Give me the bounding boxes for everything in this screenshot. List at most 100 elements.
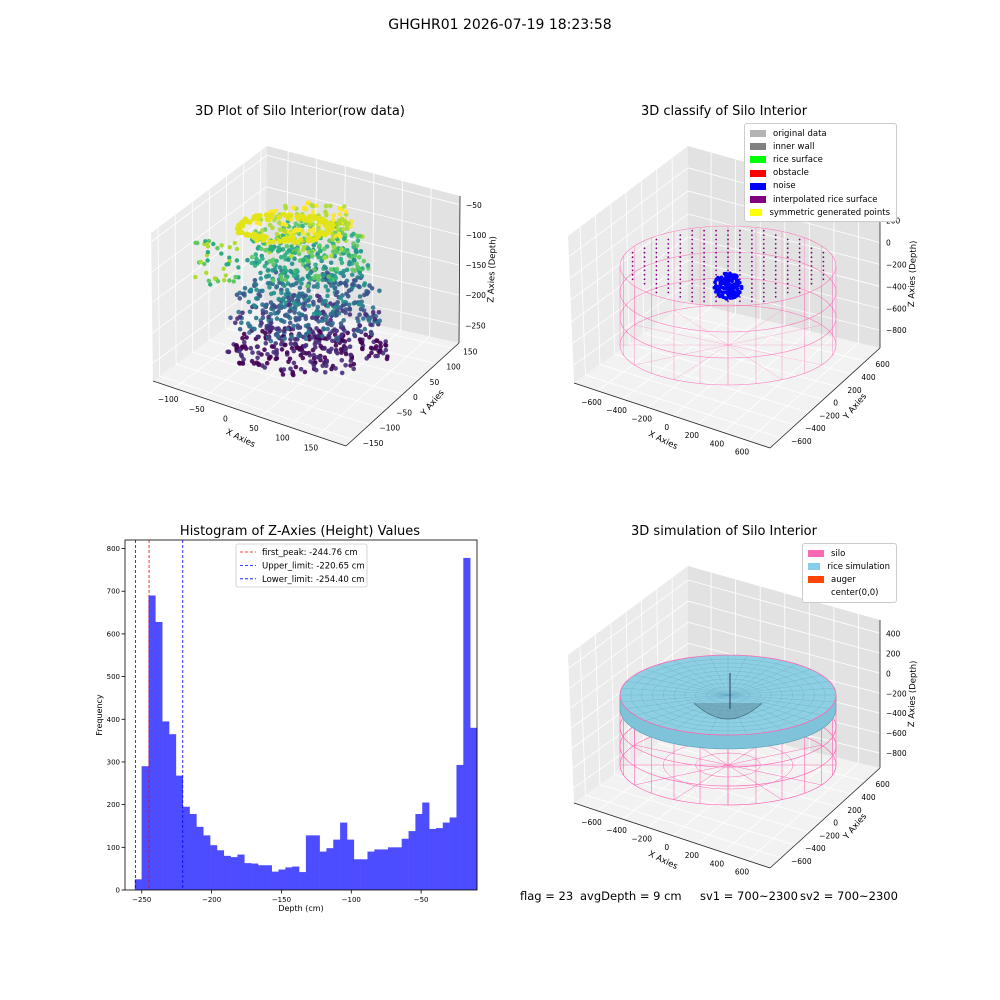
silo-floor-spoke — [634, 764, 729, 786]
z-tick-label: −400 — [886, 709, 907, 718]
surface-point — [667, 265, 670, 267]
noise-point — [732, 290, 736, 295]
z-tick-label: 0 — [886, 669, 891, 678]
rice-mesh-spoke — [634, 694, 729, 716]
scatter-point — [322, 255, 328, 260]
scatter-point — [326, 334, 332, 340]
surface-point — [798, 287, 801, 289]
scatter-point — [325, 293, 330, 299]
grid-line-z — [573, 282, 881, 366]
surface-point — [679, 269, 682, 272]
rice-mesh-spoke — [727, 694, 830, 709]
scatter-point — [271, 262, 276, 267]
scatter-point — [361, 316, 366, 321]
rice-mesh-spoke — [621, 694, 729, 703]
scatter-point — [245, 321, 251, 326]
surface-point — [727, 269, 729, 272]
scatter-point — [258, 276, 264, 281]
panel-1-title: 3D Plot of Silo Interior(row data) — [195, 104, 405, 119]
surface-point — [786, 256, 789, 259]
scatter-point — [330, 329, 335, 334]
scatter-point — [260, 328, 265, 334]
surface-point — [786, 282, 789, 285]
scatter-point — [312, 275, 317, 281]
scatter-point — [262, 365, 268, 370]
histogram-bar — [381, 849, 389, 890]
silo-floor-spoke — [673, 764, 729, 800]
scatter-point — [383, 342, 388, 348]
surface-point — [691, 273, 694, 276]
scatter-point — [283, 203, 288, 209]
x-axis-line — [573, 382, 771, 449]
surface-point — [667, 260, 670, 263]
surface-point — [739, 234, 741, 237]
scatter-point — [313, 203, 319, 209]
surface-point — [691, 265, 694, 267]
surface-point — [751, 265, 753, 267]
scatter-point — [323, 298, 329, 304]
z-axis-label: Z Axies (Depth) — [907, 660, 919, 727]
scatter-point — [276, 248, 281, 253]
noise-point — [718, 283, 723, 287]
x-tick-label: −200 — [202, 896, 221, 904]
surface-point — [774, 265, 777, 267]
noise-point — [719, 275, 724, 280]
surface-point — [655, 243, 658, 245]
panel-2-title: 3D classify of Silo Interior — [640, 104, 808, 119]
scatter-point — [252, 278, 258, 283]
scatter-point — [258, 270, 263, 276]
scatter-point — [232, 240, 237, 246]
silo-floor-ring — [695, 752, 761, 778]
z-tick-label: 400 — [886, 629, 901, 638]
y-tick-label: 0 — [833, 399, 838, 408]
surface-point — [727, 256, 729, 259]
scatter-point — [303, 314, 308, 319]
scatter-point — [301, 231, 306, 236]
noise-point — [715, 284, 720, 289]
scatter-point — [337, 212, 343, 217]
surface-point — [798, 238, 801, 241]
scatter-point — [240, 344, 245, 350]
rice-mesh-spoke — [621, 687, 729, 696]
scatter-point — [358, 249, 364, 254]
scatter-point — [310, 209, 316, 214]
scatter-point — [260, 237, 266, 243]
z-axis-label: Z Axies (Depth) — [486, 236, 498, 303]
scatter-point — [328, 203, 333, 209]
surface-point — [715, 260, 717, 263]
scatter-point — [265, 267, 271, 273]
grid-line-y — [157, 227, 353, 441]
surface-point — [798, 278, 801, 281]
rice-mesh-spoke — [673, 694, 729, 730]
scatter-point — [338, 347, 344, 352]
z-tick-label: −800 — [886, 749, 907, 758]
y-tick-label: 300 — [107, 758, 120, 766]
scatter-point — [347, 307, 353, 312]
scatter-point — [351, 278, 357, 283]
surface-point — [679, 282, 682, 285]
scatter-point — [231, 279, 236, 284]
surface-point — [751, 282, 753, 285]
scatter-point — [249, 254, 255, 260]
histogram-bar — [435, 828, 444, 890]
surface-point — [774, 256, 777, 259]
noise-point — [723, 290, 728, 294]
surface-point — [691, 238, 694, 241]
surface-point — [822, 260, 825, 263]
surface-point — [751, 287, 753, 289]
scatter-point — [225, 349, 230, 355]
y-tick-label: 800 — [107, 545, 120, 553]
legend-label: obstacle — [773, 168, 809, 179]
histogram-legend — [235, 543, 368, 588]
scatter-point — [290, 369, 296, 375]
scatter-point — [323, 370, 328, 375]
scatter-point — [245, 257, 250, 263]
scatter-point — [236, 349, 242, 354]
scatter-point — [206, 278, 211, 283]
scatter-point — [306, 329, 312, 335]
scatter-point — [306, 303, 312, 309]
scatter-point — [239, 320, 244, 326]
scatter-point — [237, 314, 243, 320]
scatter-point — [318, 248, 323, 254]
scatter-point — [362, 281, 368, 286]
